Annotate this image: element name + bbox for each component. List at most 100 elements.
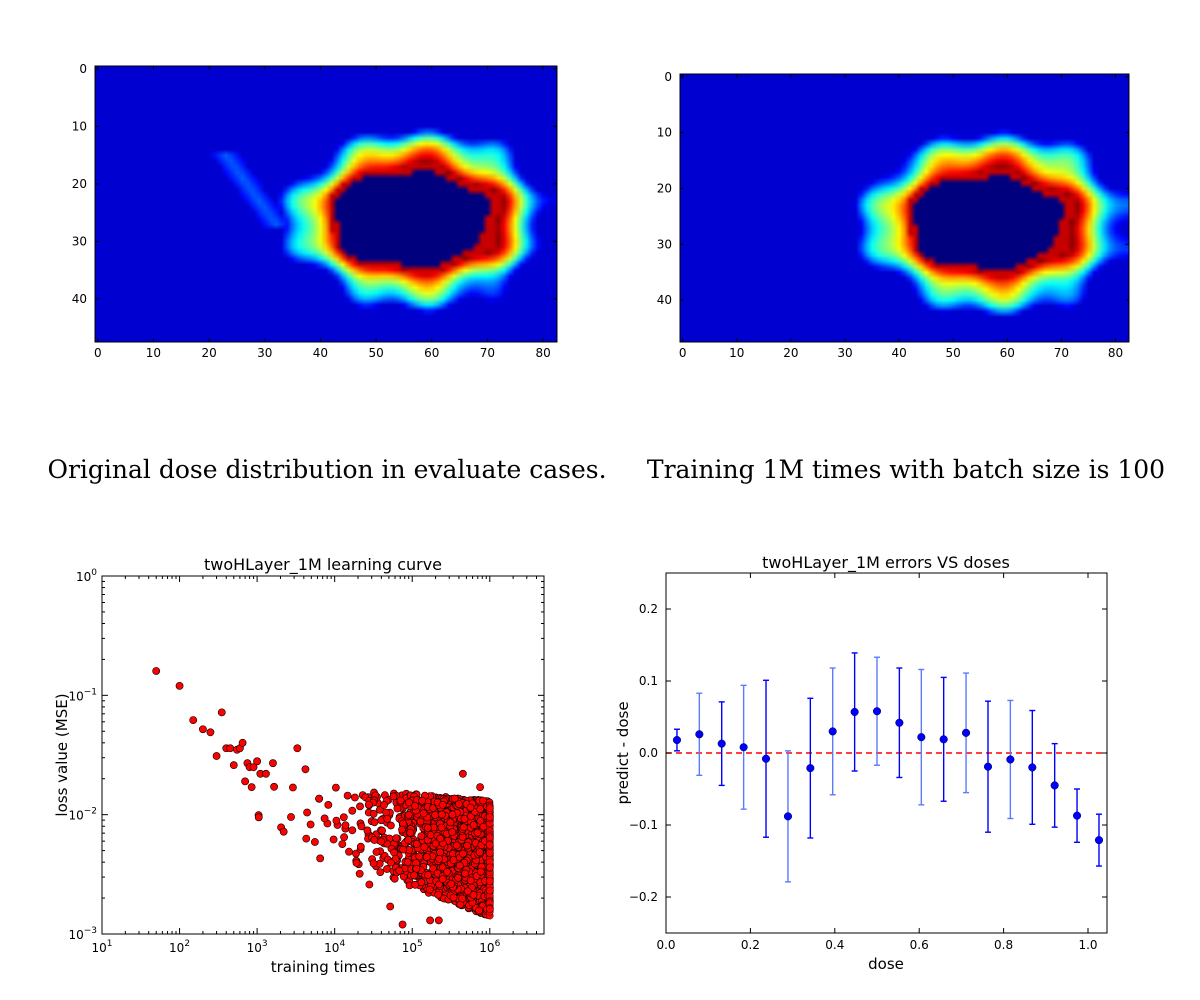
scatter-point xyxy=(438,800,447,809)
data-point xyxy=(895,718,904,727)
chart-title: twoHLayer_1M learning curve xyxy=(204,555,442,575)
scatter-point xyxy=(435,855,444,863)
scatter-point xyxy=(450,794,459,803)
x-tick-label: 0 xyxy=(679,346,687,360)
scatter-point xyxy=(417,832,426,840)
scatter-point xyxy=(476,805,485,813)
scatter-point xyxy=(436,834,445,843)
learning-curve-chart: twoHLayer_1M learning curve training tim… xyxy=(53,555,545,976)
scatter-point xyxy=(443,868,451,876)
y-tick-label: 40 xyxy=(72,292,87,306)
scatter-point xyxy=(404,836,413,844)
x-tick-label: 0.4 xyxy=(825,938,844,952)
scatter-point xyxy=(380,801,388,809)
scatter-point xyxy=(386,821,395,830)
scatter-points xyxy=(152,667,494,929)
scatter-point xyxy=(396,796,405,805)
heatmap-original-dose xyxy=(95,66,557,342)
scatter-point xyxy=(329,835,338,844)
scatter-point xyxy=(310,838,319,846)
scatter-point xyxy=(370,836,379,844)
x-tick-label: 60 xyxy=(1000,346,1015,360)
scatter-point xyxy=(437,810,446,819)
y-tick-label: 10 xyxy=(72,119,87,133)
data-point xyxy=(917,733,926,742)
data-point xyxy=(761,754,771,763)
scatter-point xyxy=(431,811,439,819)
scatter-point xyxy=(418,796,426,805)
scatter-point xyxy=(189,716,198,725)
scatter-point xyxy=(485,841,494,849)
scatter-point xyxy=(254,813,263,822)
scatter-point xyxy=(455,861,464,870)
x-tick-label: 0.8 xyxy=(994,938,1013,952)
y-tick-label: 100 xyxy=(76,568,97,584)
scatter-point xyxy=(392,834,401,842)
y-tick-label: 0.1 xyxy=(639,674,658,688)
scatter-point xyxy=(458,849,467,858)
scatter-point xyxy=(356,842,365,851)
scatter-point xyxy=(247,783,256,792)
scatter-point xyxy=(485,813,494,821)
scatter-point xyxy=(420,843,429,851)
scatter-point xyxy=(303,808,311,817)
x-tick-label: 20 xyxy=(201,346,216,360)
scatter-point xyxy=(459,823,468,832)
scatter-point xyxy=(253,757,262,766)
y-tick-label: 10−1 xyxy=(68,687,97,703)
scatter-point xyxy=(355,869,364,878)
x-tick-label: 50 xyxy=(946,346,961,360)
scatter-point xyxy=(249,763,258,772)
scatter-point xyxy=(357,822,366,831)
scatter-point xyxy=(463,887,472,896)
caption-right: Training 1M times with batch size is 100 xyxy=(647,455,1165,484)
scatter-point xyxy=(269,759,277,768)
scatter-point xyxy=(376,868,385,876)
scatter-point xyxy=(212,752,221,760)
scatter-point xyxy=(345,847,353,856)
scatter-point xyxy=(485,833,494,842)
scatter-point xyxy=(485,905,494,913)
scatter-point xyxy=(372,848,381,856)
scatter-point xyxy=(340,833,348,842)
scatter-point xyxy=(429,864,437,873)
scatter-point xyxy=(425,885,434,894)
scatter-point xyxy=(419,809,428,818)
scatter-point xyxy=(475,848,484,857)
scatter-point xyxy=(338,840,347,848)
scatter-point xyxy=(238,738,247,747)
x-tick-label: 1.0 xyxy=(1078,938,1097,952)
scatter-point xyxy=(364,800,373,809)
x-axis-label: training times xyxy=(271,958,376,976)
scatter-point xyxy=(341,821,350,830)
x-tick-label: 40 xyxy=(313,346,328,360)
scatter-point xyxy=(403,858,412,866)
scatter-point xyxy=(458,894,467,903)
data-point xyxy=(1094,836,1104,845)
scatter-point xyxy=(485,849,494,857)
x-tick-label: 104 xyxy=(324,939,345,955)
scatter-point xyxy=(446,818,455,827)
scatter-point xyxy=(152,667,161,675)
scatter-point xyxy=(461,869,469,878)
scatter-point xyxy=(448,828,457,837)
scatter-point xyxy=(377,837,386,846)
scatter-point xyxy=(383,865,391,873)
scatter-point xyxy=(454,800,463,808)
data-point xyxy=(739,743,748,752)
scatter-point xyxy=(369,809,378,818)
scatter-point xyxy=(390,848,398,857)
y-tick-label: 0.2 xyxy=(639,602,658,616)
scatter-point xyxy=(229,761,238,770)
scatter-point xyxy=(365,880,374,889)
scatter-point xyxy=(485,886,494,895)
scatter-point xyxy=(287,813,295,821)
x-tick-label: 20 xyxy=(783,346,798,360)
scatter-point xyxy=(301,765,310,774)
scatter-point xyxy=(479,822,488,831)
scatter-point xyxy=(386,902,395,911)
data-point xyxy=(850,707,859,717)
y-tick-label: −0.2 xyxy=(629,890,658,904)
scatter-point xyxy=(437,823,446,832)
x-tick-label: 102 xyxy=(169,939,190,955)
